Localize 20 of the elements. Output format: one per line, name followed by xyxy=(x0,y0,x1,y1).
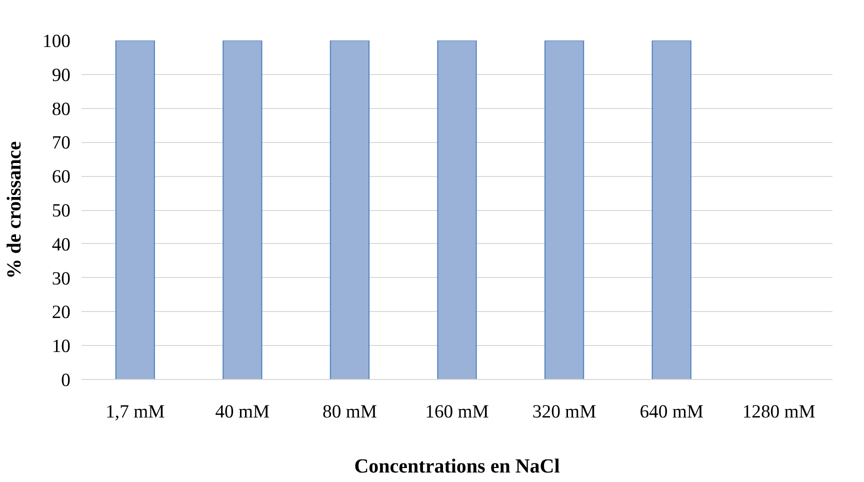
y-tick-label: 70 xyxy=(52,132,70,154)
x-tick-label: 160 mM xyxy=(425,402,490,422)
x-tick-label: 320 mM xyxy=(532,402,597,422)
y-tick-label: 30 xyxy=(52,268,70,290)
y-tick-label: 80 xyxy=(52,98,70,120)
y-tick-label: 60 xyxy=(52,166,70,188)
x-tick-label: 1280 mM xyxy=(742,402,816,422)
y-tick-label: 50 xyxy=(52,200,70,222)
y-tick-label: 0 xyxy=(61,370,70,391)
y-axis-title: % de croissance xyxy=(4,141,26,279)
x-axis-title: Concentrations en NaCl xyxy=(354,456,560,478)
x-tick-label: 80 mM xyxy=(322,402,378,422)
y-tick-label: 90 xyxy=(52,64,70,86)
y-tick-label: 100 xyxy=(42,31,70,52)
x-tick-label: 40 mM xyxy=(215,402,270,422)
x-tick-label: 1,7 mM xyxy=(106,402,166,422)
y-tick-label: 20 xyxy=(52,302,70,324)
y-tick-label: 10 xyxy=(52,336,70,358)
y-tick-label: 40 xyxy=(52,234,70,256)
x-tick-label: 640 mM xyxy=(640,402,704,422)
